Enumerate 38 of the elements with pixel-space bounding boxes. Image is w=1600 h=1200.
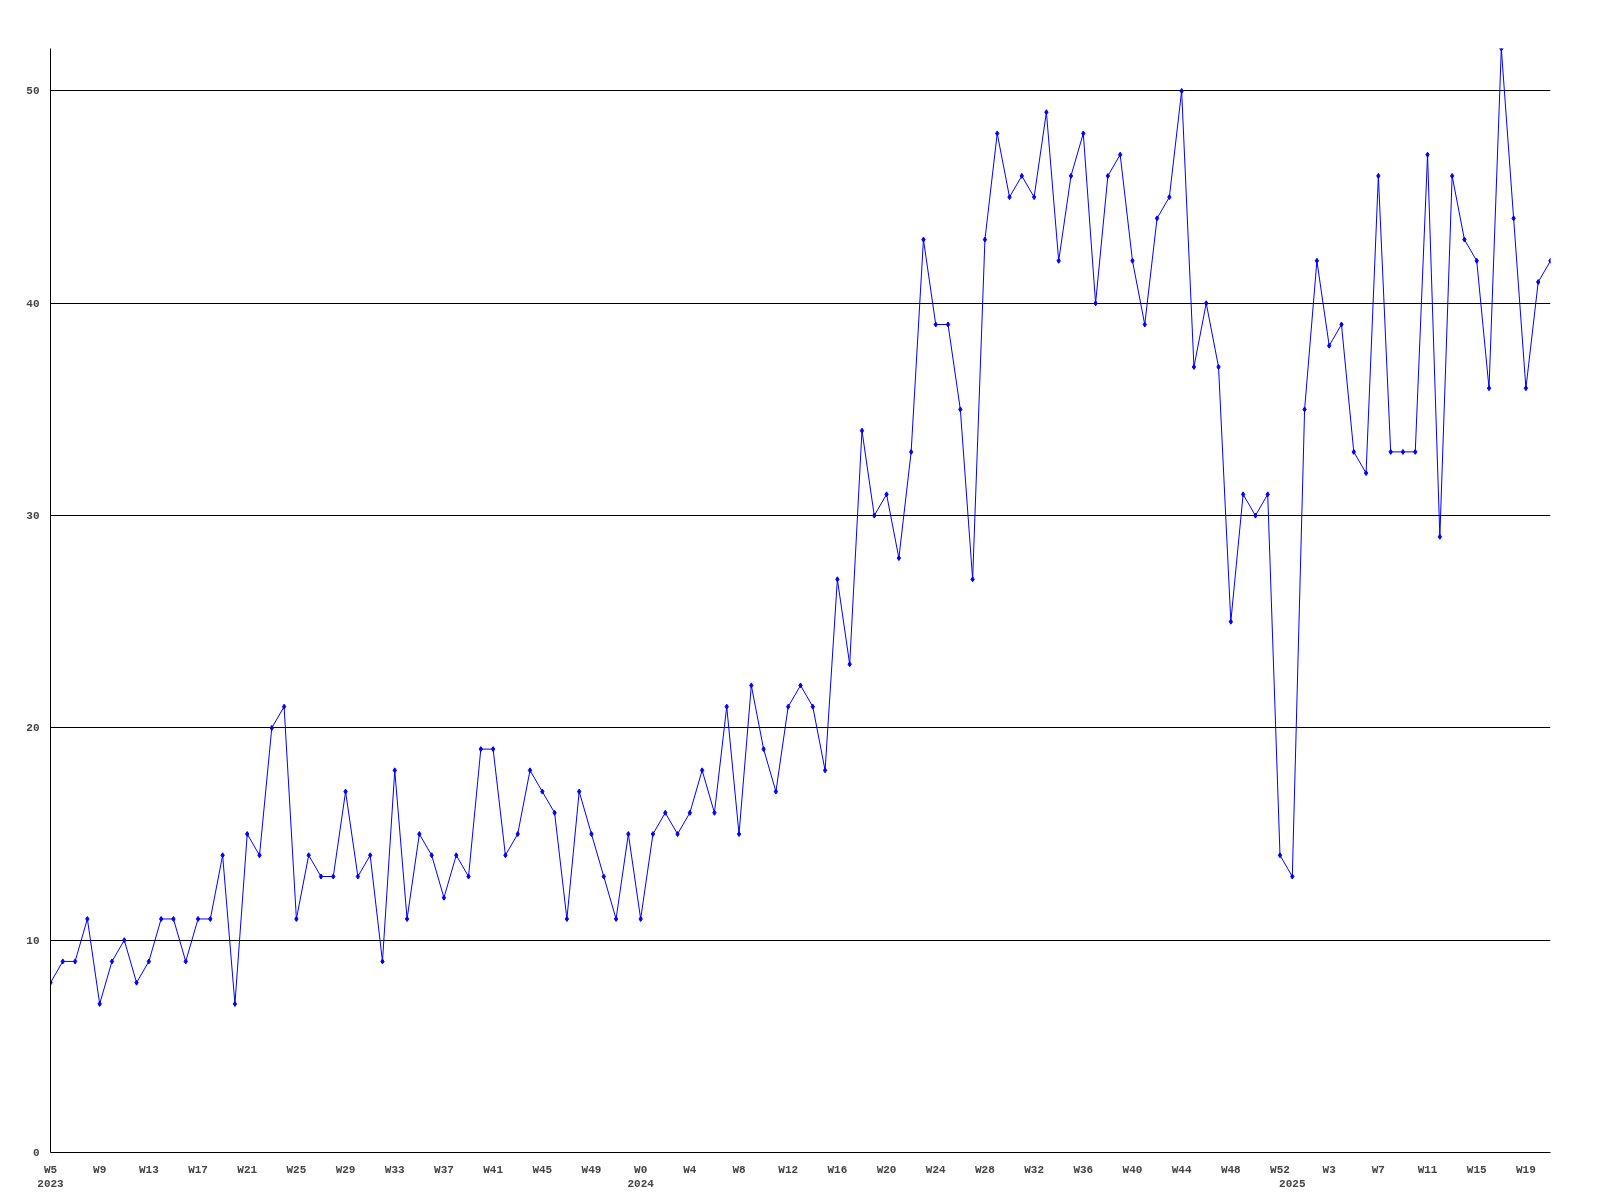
x-tick-label: W11 [1417, 1163, 1438, 1176]
y-tick-label: 50 [26, 85, 40, 98]
y-tick-label: 10 [26, 934, 40, 947]
x-tick-label: W16 [827, 1163, 848, 1176]
x-tick-label: W28 [975, 1163, 996, 1176]
x-tick-label: W40 [1122, 1163, 1143, 1176]
x-tick-label: W36 [1073, 1163, 1094, 1176]
x-tick-label: W41 [483, 1163, 504, 1176]
x-tick-label: W33 [384, 1163, 406, 1176]
x-tick-label: W4 [683, 1163, 697, 1176]
y-tick-label: 40 [26, 297, 40, 310]
x-tick-label: W45 [532, 1163, 553, 1176]
x-tick-label: W9 [93, 1163, 107, 1176]
x-tick-label: W12 [778, 1163, 799, 1176]
y-tick-label: 20 [26, 722, 40, 735]
x-tick-label: W48 [1220, 1163, 1242, 1176]
y-tick-label: 0 [32, 1147, 40, 1159]
y-tick-label: 30 [26, 510, 40, 523]
x-tick-label: W29 [335, 1163, 356, 1176]
x-tick-label: W24 [925, 1163, 947, 1176]
x-tick-label: W21 [237, 1163, 258, 1176]
x-tick-label: W7 [1371, 1163, 1385, 1176]
x-tick-label: W5 2023 [37, 1163, 65, 1190]
x-tick-label: W17 [188, 1163, 208, 1176]
x-tick-label: W52 [1270, 1163, 1290, 1176]
x-tick-label: W32 [1024, 1163, 1045, 1176]
x-tick-label: W37 [434, 1163, 454, 1176]
x-tick-label: W19 [1516, 1163, 1536, 1176]
x-tick-label: W44 [1171, 1163, 1192, 1176]
x-tick-label: W20 [876, 1163, 897, 1176]
x-tick-label: W3 [1322, 1163, 1337, 1176]
x-tick-label: 2025 [1279, 1177, 1306, 1190]
x-tick-label: W25 [286, 1163, 307, 1176]
x-tick-label: W0 2024 [627, 1163, 655, 1190]
x-tick-label: W15 [1466, 1163, 1488, 1176]
x-tick-label: W8 [732, 1163, 747, 1176]
x-tick-label: W49 [581, 1163, 602, 1176]
x-tick-label: W13 [138, 1163, 160, 1176]
